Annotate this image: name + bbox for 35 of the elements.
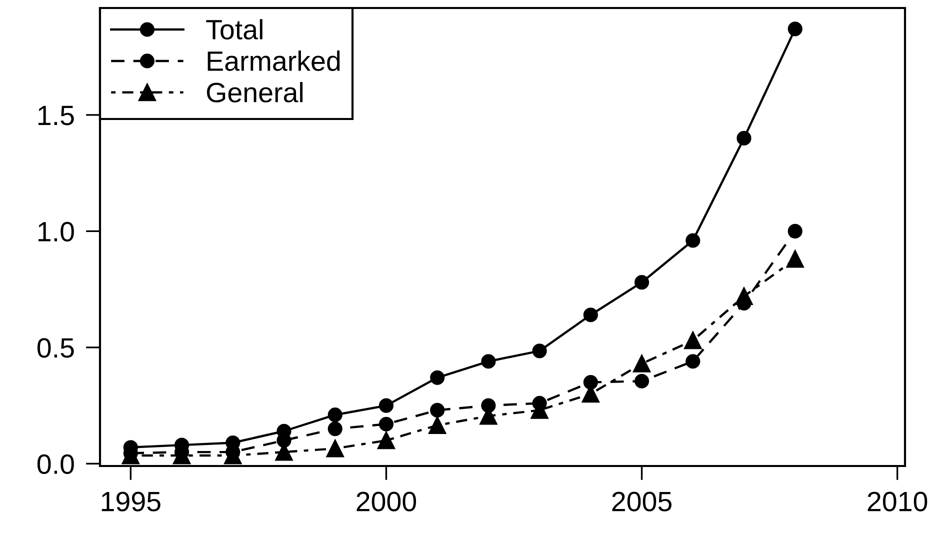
- y-tick-label: 0.0: [37, 454, 74, 474]
- point: [634, 275, 650, 290]
- point: [481, 354, 496, 369]
- point: [378, 398, 394, 413]
- point: [328, 422, 342, 436]
- point: [378, 416, 394, 432]
- point: [378, 432, 395, 450]
- y-tick-label: 0.5: [37, 338, 74, 358]
- point: [686, 354, 700, 369]
- point: [326, 440, 344, 458]
- point: [736, 130, 752, 146]
- point: [788, 224, 802, 238]
- point: [735, 288, 753, 305]
- legend-label: General: [206, 82, 303, 102]
- x-tick-label: 1995: [102, 492, 160, 512]
- point: [684, 332, 702, 350]
- y-tick-label: 1.0: [38, 222, 74, 242]
- point: [328, 408, 342, 422]
- point: [788, 22, 802, 36]
- point: [583, 375, 598, 390]
- point: [430, 402, 445, 418]
- point: [634, 374, 650, 388]
- point: [686, 233, 700, 248]
- legend-label: Earmarked: [208, 50, 340, 71]
- x-tick-label: 2010: [868, 492, 928, 512]
- x-tick-label: 2000: [356, 492, 416, 512]
- legend-label: Total: [206, 19, 262, 40]
- point: [430, 370, 445, 385]
- y-tick-label: 1.5: [38, 106, 74, 126]
- point: [786, 250, 804, 268]
- point: [428, 416, 446, 434]
- point: [583, 308, 598, 322]
- point: [633, 355, 650, 372]
- point: [532, 344, 547, 358]
- x-tick-label: 2005: [612, 492, 672, 512]
